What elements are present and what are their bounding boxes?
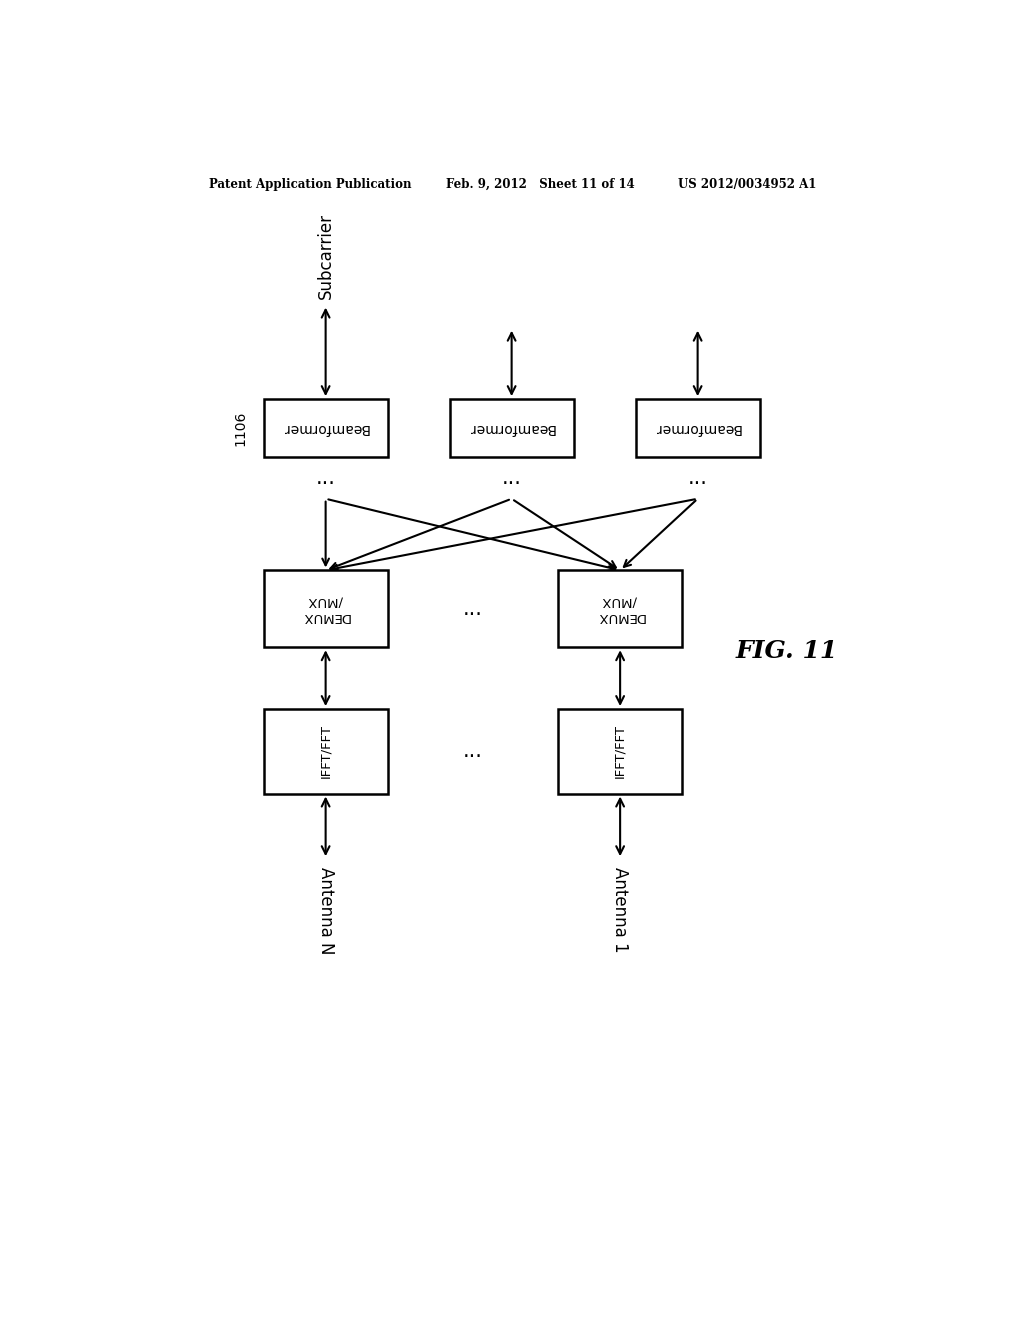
Bar (263, 399, 388, 457)
Text: IFFT/FFT: IFFT/FFT (613, 725, 627, 779)
Text: ...: ... (463, 742, 482, 762)
Bar (450, 399, 573, 457)
Bar (636, 399, 760, 457)
Text: US 2012/0034952 A1: US 2012/0034952 A1 (678, 178, 816, 190)
Text: IFFT/FFT: IFFT/FFT (319, 725, 332, 779)
Text: Beamformer: Beamformer (654, 421, 741, 434)
Bar (263, 709, 388, 793)
Text: Patent Application Publication: Patent Application Publication (209, 178, 412, 190)
Text: FIG. 11: FIG. 11 (735, 639, 838, 663)
Text: Antenna 1: Antenna 1 (611, 867, 629, 953)
Text: Subcarrier: Subcarrier (316, 213, 335, 298)
Text: ...: ... (463, 599, 482, 619)
Text: Beamformer: Beamformer (468, 421, 555, 434)
Text: 1106: 1106 (233, 411, 248, 446)
Bar (263, 570, 388, 647)
Text: Beamformer: Beamformer (283, 421, 369, 434)
Bar (558, 570, 682, 647)
Text: Antenna N: Antenna N (316, 867, 335, 954)
Text: ...: ... (688, 469, 708, 488)
Text: ...: ... (502, 469, 521, 488)
Text: Feb. 9, 2012   Sheet 11 of 14: Feb. 9, 2012 Sheet 11 of 14 (445, 178, 635, 190)
Text: DEMUX
/MUX: DEMUX /MUX (301, 595, 350, 623)
Text: DEMUX
/MUX: DEMUX /MUX (596, 595, 644, 623)
Bar (558, 709, 682, 793)
Text: ...: ... (315, 469, 336, 488)
